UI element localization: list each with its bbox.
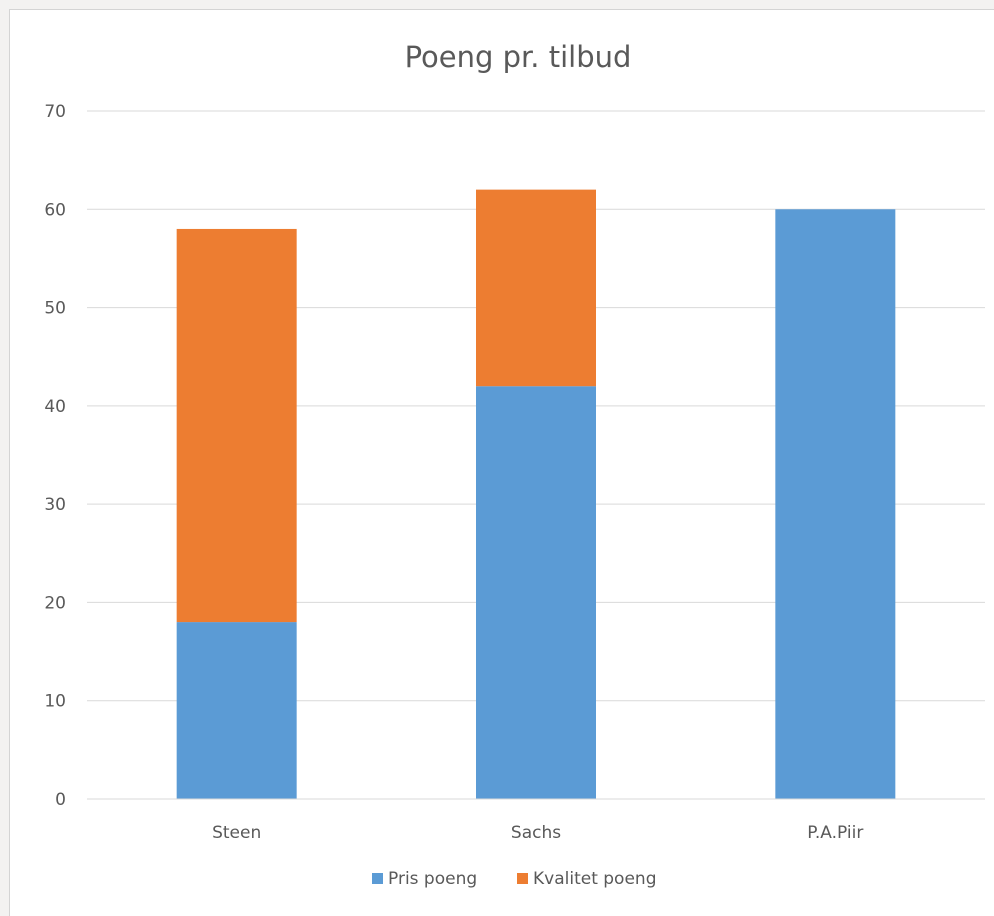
x-tick-label: P.A.Piir: [807, 823, 863, 843]
x-tick-label: Steen: [212, 823, 261, 843]
y-tick-label: 30: [44, 495, 66, 515]
legend: Pris poeng Kvalitet poeng: [372, 869, 656, 889]
x-axis-tick-labels: Steen Sachs P.A.Piir: [212, 823, 863, 843]
x-tick-label: Sachs: [511, 823, 561, 843]
legend-swatch: [372, 873, 383, 884]
bar-pris-poeng-sachs: [476, 386, 596, 799]
y-tick-label: 60: [44, 200, 66, 220]
y-tick-label: 40: [44, 397, 66, 417]
y-tick-label: 50: [44, 299, 66, 319]
bar-kvalitet-poeng-steen: [177, 229, 297, 622]
bar-pris-poeng-steen: [177, 622, 297, 799]
legend-label: Pris poeng: [388, 869, 477, 889]
legend-swatch: [517, 873, 528, 884]
bars: [177, 190, 896, 799]
y-tick-label: 70: [44, 102, 66, 122]
y-tick-label: 0: [55, 790, 66, 810]
y-tick-label: 20: [44, 593, 66, 613]
y-axis-tick-labels: 0 10 20 30 40 50 60 70: [44, 102, 66, 810]
bar-pris-poeng-p-a-piir: [775, 209, 895, 799]
chart-title: Poeng pr. tilbud: [405, 40, 632, 74]
bar-kvalitet-poeng-sachs: [476, 190, 596, 387]
legend-label: Kvalitet poeng: [533, 869, 656, 889]
y-tick-label: 10: [44, 692, 66, 712]
